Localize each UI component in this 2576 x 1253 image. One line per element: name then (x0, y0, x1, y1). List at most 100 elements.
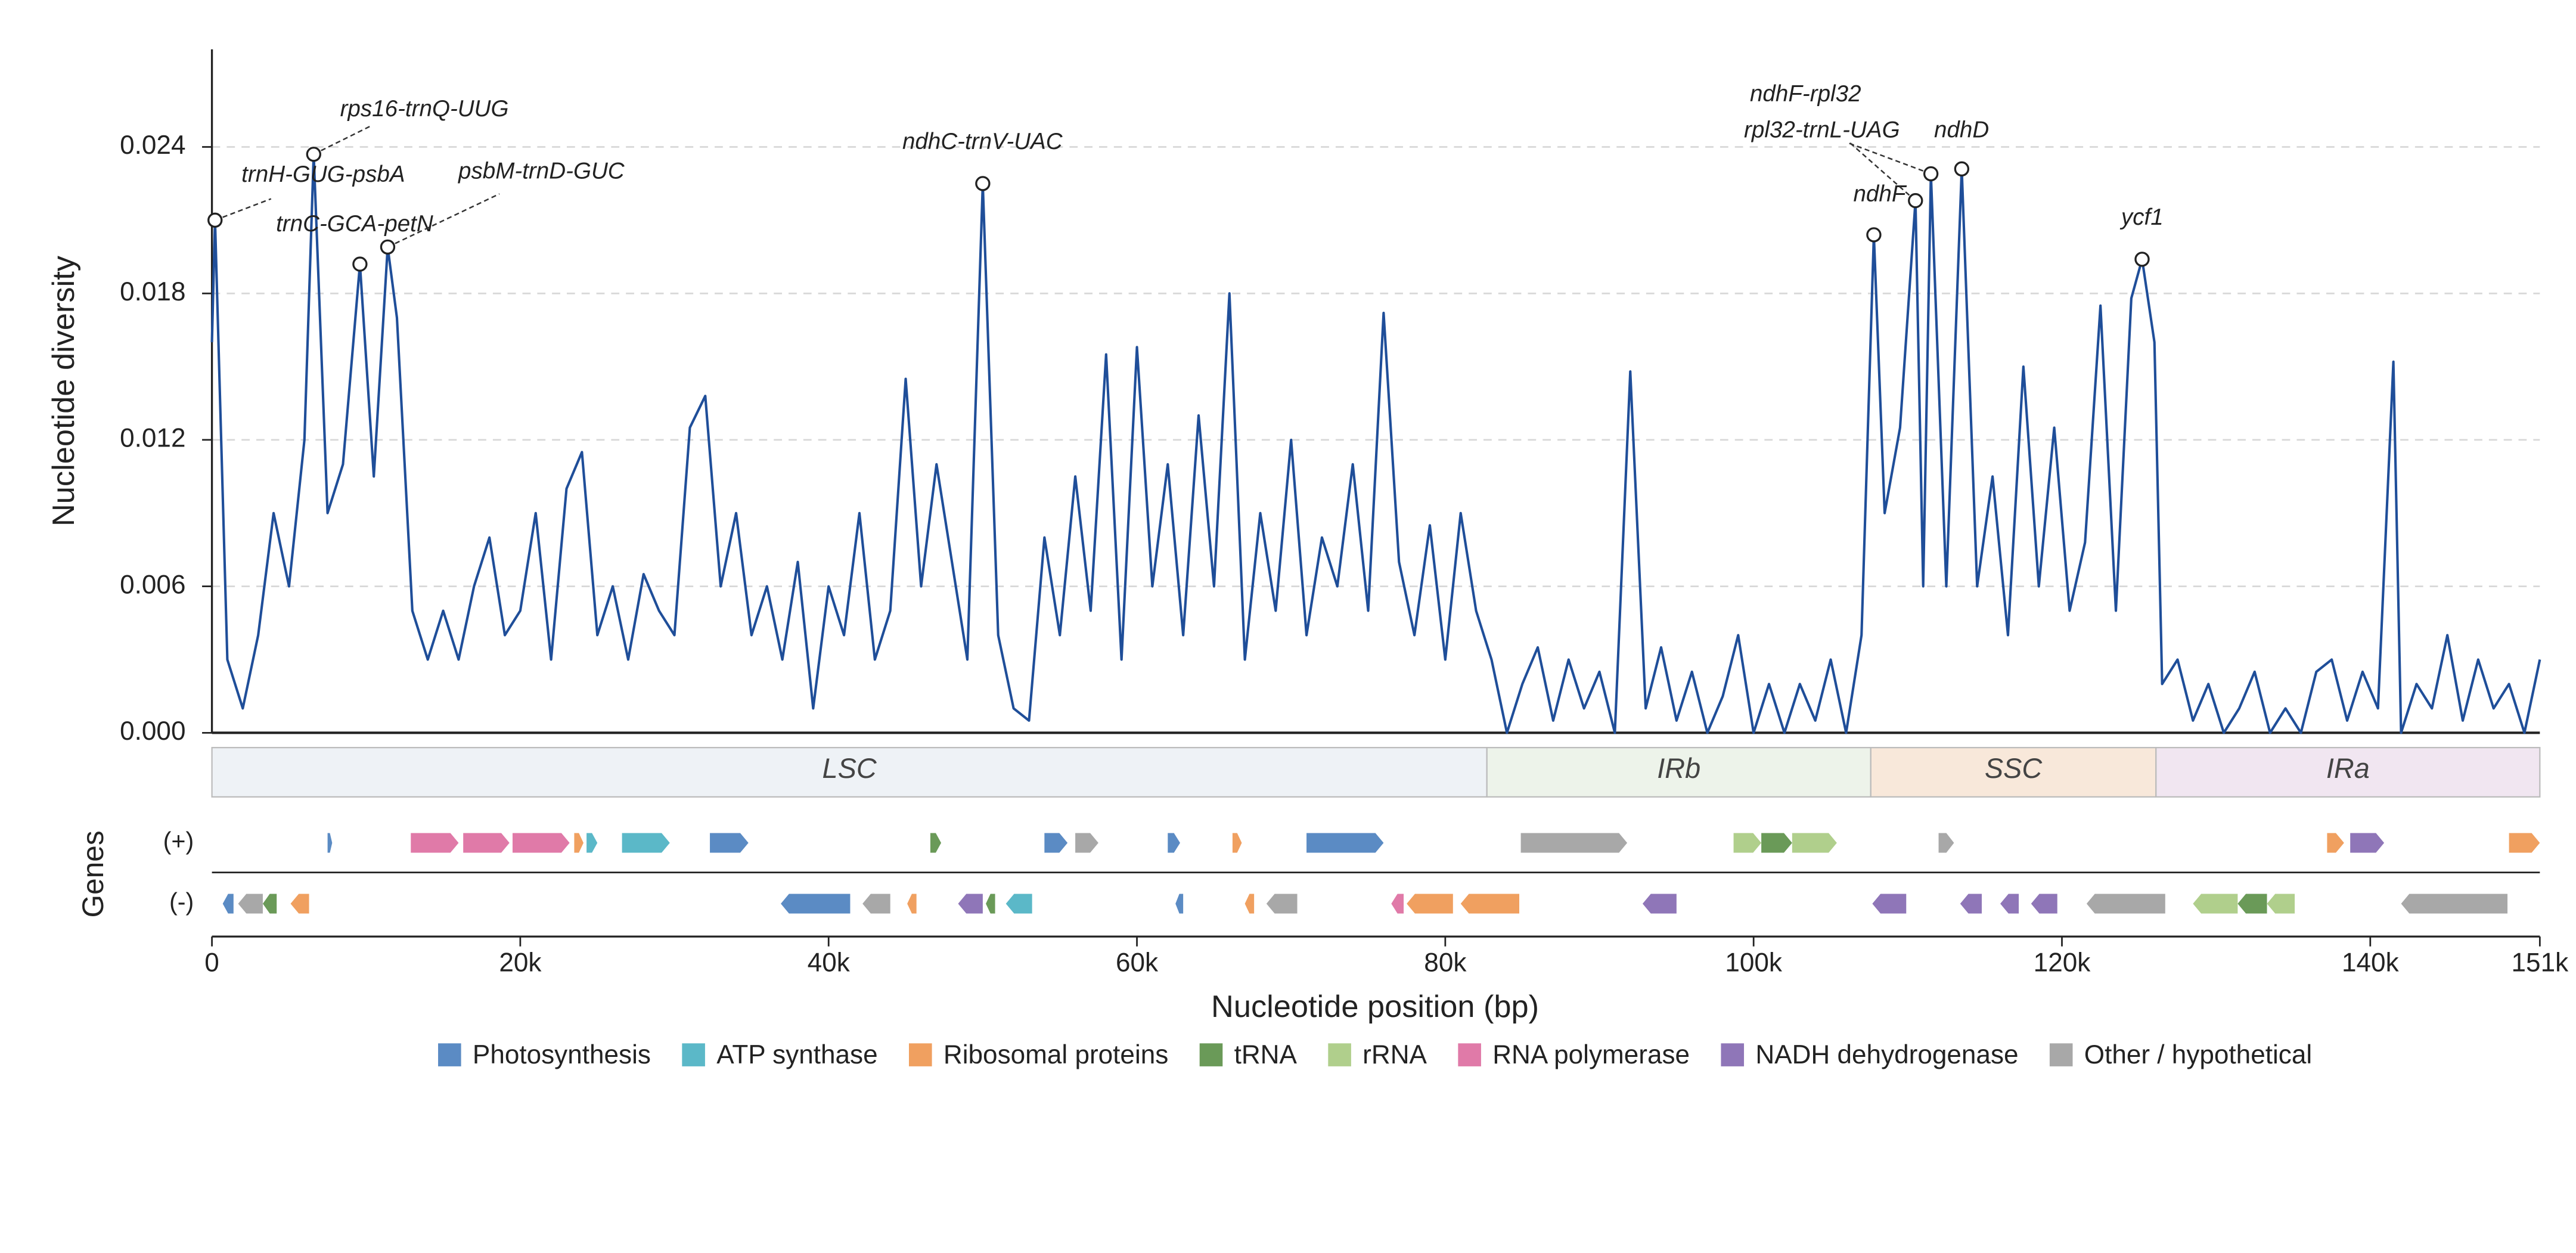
gene (930, 833, 942, 853)
x-tick-label: 120k (2034, 948, 2091, 978)
gene (1232, 833, 1242, 853)
gene (1391, 894, 1404, 914)
annotation-point (1908, 193, 1923, 209)
legend-swatch (1199, 1043, 1223, 1066)
gene (327, 833, 333, 853)
gene (2327, 833, 2344, 853)
y-tick-label: 0.012 (120, 424, 185, 453)
legend-label: ATP synthase (716, 1040, 877, 1069)
gene (1938, 833, 1954, 853)
legend-swatch (682, 1043, 705, 1066)
gene (222, 894, 234, 914)
y-tick-label: 0.018 (120, 277, 185, 306)
annotation-label: trnH-GUG-psbA (241, 162, 405, 187)
annotation-label: ndhF-rpl32 (1750, 81, 1861, 107)
strand-label: (-) (169, 888, 194, 916)
gene (1520, 833, 1628, 853)
region-band (1870, 747, 2157, 798)
gene (710, 833, 749, 853)
annotation-leader (313, 126, 370, 155)
gene (238, 894, 263, 914)
gene (1168, 833, 1180, 853)
gene (1175, 894, 1184, 914)
genes-label: Genes (76, 830, 110, 917)
gene (622, 833, 670, 853)
y-tick-label: 0.024 (120, 131, 185, 160)
region-label: IRa (2326, 753, 2370, 784)
annotation-point (352, 256, 368, 272)
gene (2237, 894, 2267, 914)
legend-label: NADH dehydrogenase (1755, 1040, 2018, 1069)
annotation-label: rpl32-trnL-UAG (1744, 117, 1900, 143)
gene (862, 894, 890, 914)
gene (2000, 894, 2019, 914)
annotation-leader (1848, 141, 1916, 201)
gene (907, 894, 917, 914)
legend-swatch (438, 1043, 461, 1066)
x-tick-label: 151k (2512, 948, 2569, 978)
annotation-label: ndhD (1934, 117, 1989, 143)
gene (1460, 894, 1520, 914)
gene (2086, 894, 2165, 914)
annotation-point (2134, 252, 2150, 267)
gene (463, 833, 510, 853)
y-tick-label: 0.006 (120, 570, 185, 599)
annotation-label: trnC-GCA-petN (276, 211, 433, 237)
legend-swatch (1458, 1043, 1481, 1066)
gene (2350, 833, 2385, 853)
gene (1960, 894, 1982, 914)
legend-swatch (1721, 1043, 1745, 1066)
gene (1733, 833, 1762, 853)
gene (781, 894, 851, 914)
gene (1266, 894, 1298, 914)
annotation-leader (215, 198, 272, 221)
legend: Photosynthesis ATP synthase Ribosomal prot… (438, 1040, 2312, 1069)
legend-label: Ribosomal proteins (944, 1040, 1168, 1069)
gene (1244, 894, 1255, 914)
annotation-label: ndhF (1853, 181, 1907, 207)
legend-label: Photosynthesis (473, 1040, 651, 1069)
legend-label: tRNA (1234, 1040, 1298, 1069)
region-band (1486, 747, 1872, 798)
annotation-label: ndhC-trnV-UAC (902, 129, 1063, 154)
gene (2509, 833, 2540, 853)
gene (1306, 833, 1384, 853)
gene (2031, 894, 2057, 914)
x-tick-label: 60k (1116, 948, 1159, 978)
annotation-point (1954, 161, 1970, 177)
annotation-point (1866, 227, 1882, 243)
gene (512, 833, 570, 853)
diversity-line (210, 153, 2541, 734)
gene (1075, 833, 1098, 853)
gene (262, 894, 277, 914)
x-tick-label: 40k (808, 948, 851, 978)
x-axis-label: Nucleotide position (bp) (1211, 990, 1539, 1024)
annotation-point (207, 212, 223, 228)
gene (1761, 833, 1792, 853)
gene (411, 833, 459, 853)
gene (1792, 833, 1837, 853)
gene (1642, 894, 1677, 914)
legend-swatch (909, 1043, 932, 1066)
annotation-point (1923, 166, 1939, 182)
legend-swatch (2049, 1043, 2073, 1066)
gene (2193, 894, 2238, 914)
strand-label: (+) (163, 827, 194, 855)
annotation-label: psbM-trnD-GUC (458, 159, 625, 184)
y-axis-label: Nucleotide diversity (46, 255, 81, 526)
gene (1005, 894, 1032, 914)
y-tick-label: 0.000 (120, 717, 185, 746)
gene (586, 833, 598, 853)
gene (958, 894, 983, 914)
annotation-point (380, 239, 396, 255)
annotation-label: ycf1 (2119, 204, 2164, 230)
gene (2267, 894, 2295, 914)
x-tick-label: 80k (1424, 948, 1467, 978)
gene (1872, 894, 1907, 914)
region-band (2155, 747, 2541, 798)
legend-label: rRNA (1363, 1040, 1427, 1069)
gene (574, 833, 584, 853)
gene (2401, 894, 2508, 914)
legend-label: RNA polymerase (1492, 1040, 1690, 1069)
